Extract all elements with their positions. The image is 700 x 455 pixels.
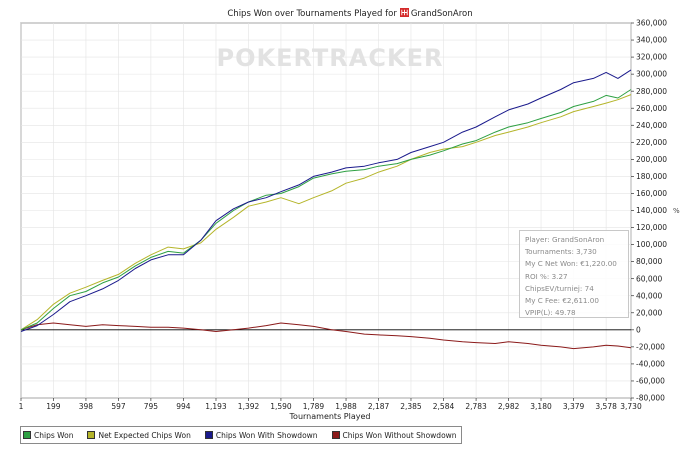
legend-swatch: [331, 431, 340, 439]
y-tick-label: -80,000: [636, 394, 665, 403]
x-tick-label: 2,385: [400, 402, 422, 411]
stat-vpip: VPIP(L): 49.78: [525, 308, 576, 318]
y-tick-label: 140,000: [636, 206, 667, 215]
y-tick-label: 260,000: [636, 104, 667, 113]
y-tick-label: 60,000: [636, 274, 662, 283]
x-axis: 1 199 398 597 795 994 1,193 1,392 1,590 1,789 1,98…: [19, 398, 642, 411]
x-tick-label: 199: [46, 402, 61, 411]
y-axis: -80,000 -60,000 -40,000 -20,000 0 20,000 40,00…: [631, 19, 667, 403]
x-tick-label: 2,982: [498, 402, 520, 411]
legend-label: Chips Won With Showdown: [215, 430, 318, 440]
x-tick-label: 3,379: [563, 402, 585, 411]
x-tick-label: 1: [19, 402, 24, 411]
y-tick-label: 300,000: [636, 70, 667, 79]
legend-swatch: [23, 431, 31, 439]
y-tick-label: 340,000: [636, 36, 667, 45]
legend-swatch: [87, 431, 96, 439]
x-tick-label: 2,584: [433, 402, 455, 411]
series-lines: [20, 69, 632, 350]
player-flag-icon: [399, 8, 409, 17]
x-tick-label: 1,193: [205, 402, 227, 411]
y-tick-label: 360,000: [636, 19, 667, 28]
stat-tournaments: Tournaments: 3,730: [525, 247, 597, 257]
x-tick-label: 2,187: [368, 402, 390, 411]
y-tick-label: 120,000: [636, 223, 667, 232]
stat-fee: My C Fee: €2,611.00: [525, 296, 599, 306]
y-tick-label: -20,000: [636, 342, 665, 351]
legend-item-chips-won[interactable]: Chips Won: [23, 431, 73, 440]
x-tick-label: 994: [176, 402, 191, 411]
y-tick-label: 20,000: [636, 308, 662, 317]
x-tick-label: 597: [111, 402, 126, 411]
y-tick-label: 80,000: [636, 257, 662, 266]
series-line-chips-won-with-showdown: [20, 69, 632, 332]
watermark-text: POKERTRACKER: [217, 44, 444, 72]
x-tick-label: 795: [144, 402, 159, 411]
y-tick-label: -60,000: [636, 377, 665, 386]
x-tick-label: 1,392: [238, 402, 260, 411]
y-tick-label: 240,000: [636, 121, 667, 130]
chart-title-text: Chips Won over Tournaments Played for: [227, 9, 397, 19]
legend: Chips Won Net Expected Chips Won Chips W…: [20, 426, 462, 444]
y-tick-label: 100,000: [636, 240, 667, 249]
y-tick-label: 200,000: [636, 155, 667, 164]
stats-box: Player: GrandSonAron Tournaments: 3,730 …: [519, 230, 629, 318]
watermark: POKERTRACKER: [217, 44, 444, 72]
series-line-chips-won: [20, 89, 632, 331]
y-axis-unit: %: [673, 207, 680, 215]
legend-label: Chips Won: [34, 430, 74, 440]
y-tick-label: -40,000: [636, 360, 665, 369]
y-tick-label: 0: [636, 325, 641, 334]
legend-item-without-showdown[interactable]: Chips Won Without Showdown: [331, 430, 457, 440]
y-tick-label: 180,000: [636, 172, 667, 181]
x-tick-label: 3,578: [595, 402, 617, 411]
legend-label: Net Expected Chips Won: [98, 430, 191, 440]
y-tick-label: 280,000: [636, 87, 667, 96]
stat-player: Player: GrandSonAron: [525, 235, 605, 244]
series-line-chips-won-without-showdown: [20, 322, 632, 350]
stat-chips-ev: ChipsEV/turniej: 74: [525, 283, 594, 293]
chart-title: Chips Won over Tournaments Played for Gra…: [0, 8, 700, 19]
legend-label: Chips Won Without Showdown: [342, 430, 457, 440]
x-tick-label: 3,730: [620, 402, 642, 411]
x-axis-title: Tournaments Played: [289, 412, 371, 421]
y-tick-label: 160,000: [636, 189, 667, 198]
x-tick-label: 2,783: [465, 402, 487, 411]
x-tick-label: 3,180: [530, 402, 552, 411]
stat-roi: ROI %: 3.27: [525, 271, 568, 281]
y-tick-label: 40,000: [636, 291, 662, 300]
legend-item-with-showdown[interactable]: Chips Won With Showdown: [204, 430, 318, 440]
player-name: GrandSonAron: [410, 9, 473, 19]
y-tick-label: 220,000: [636, 138, 667, 147]
legend-item-net-expected[interactable]: Net Expected Chips Won: [87, 430, 191, 440]
stat-net-won: My C Net Won: €1,220.00: [525, 259, 617, 269]
x-tick-label: 398: [79, 402, 94, 411]
x-tick-label: 1,590: [270, 402, 292, 411]
x-tick-label: 1,988: [335, 402, 357, 411]
series-line-net-expected-chips-won: [20, 94, 632, 331]
x-tick-label: 1,789: [303, 402, 325, 411]
y-tick-label: 320,000: [636, 53, 667, 62]
legend-swatch: [204, 431, 213, 439]
